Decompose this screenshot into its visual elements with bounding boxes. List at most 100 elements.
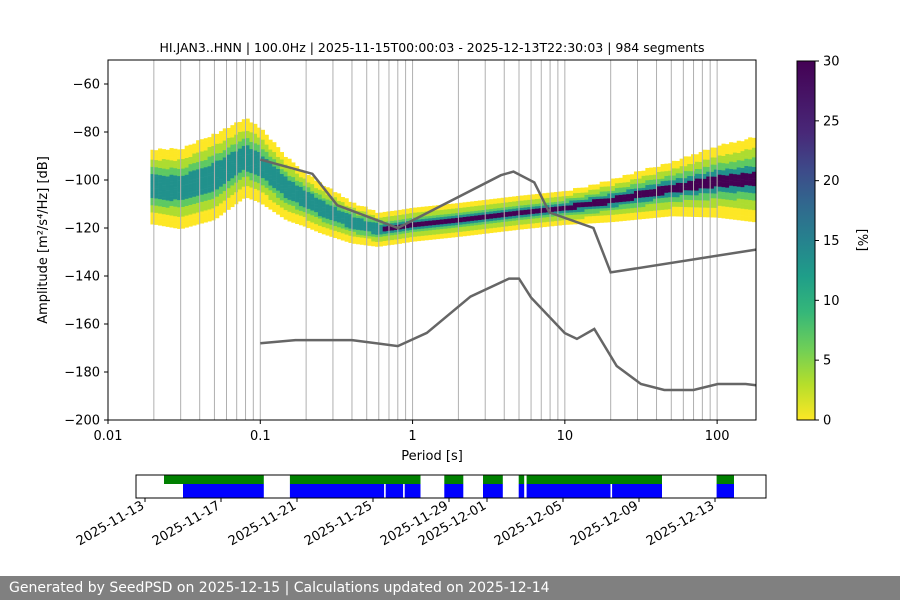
- heatmap-cell: [713, 214, 718, 218]
- heatmap-cell: [253, 133, 258, 137]
- heatmap-cell: [154, 176, 159, 180]
- heatmap-cell: [721, 174, 726, 178]
- heatmap-cell: [687, 158, 692, 162]
- heatmap-cell: [432, 219, 437, 223]
- heatmap-cell: [645, 191, 650, 195]
- heatmap-cell: [740, 162, 745, 166]
- heatmap-cell: [523, 202, 528, 206]
- heatmap-cell: [717, 212, 722, 216]
- heatmap-cell: [238, 198, 243, 202]
- heatmap-cell: [241, 126, 246, 130]
- heatmap-cell: [748, 154, 753, 157]
- heatmap-cell: [169, 167, 174, 170]
- heatmap-cell: [736, 155, 741, 158]
- heatmap-cell: [238, 193, 243, 197]
- heatmap-cell: [367, 228, 372, 232]
- heatmap-cell: [333, 220, 338, 224]
- used-segment: [444, 484, 464, 498]
- heatmap-cell: [576, 204, 581, 208]
- heatmap-cell: [656, 186, 661, 189]
- heatmap-cell: [455, 210, 460, 214]
- heatmap-cell: [580, 190, 585, 193]
- heatmap-cell: [249, 172, 254, 176]
- heatmap-cell: [630, 179, 635, 182]
- heatmap-cell: [378, 241, 383, 245]
- heatmap-cell: [199, 177, 205, 181]
- heatmap-cell: [184, 150, 189, 154]
- heatmap-cell: [618, 213, 623, 217]
- heatmap-cell: [230, 137, 235, 140]
- heatmap-cell: [622, 191, 627, 195]
- heatmap-cell: [356, 222, 361, 226]
- heatmap-cell: [314, 199, 319, 203]
- heatmap-cell: [748, 216, 753, 220]
- heatmap-cell: [397, 236, 403, 240]
- heatmap-cell: [390, 227, 395, 231]
- heatmap-cell: [211, 217, 216, 221]
- heatmap-cell: [748, 144, 753, 148]
- heatmap-cell: [531, 218, 536, 222]
- heatmap-cell: [565, 222, 570, 225]
- heatmap-cell: [272, 178, 277, 181]
- heatmap-cell: [188, 214, 193, 217]
- heatmap-cell: [649, 184, 654, 188]
- heatmap-cell: [710, 164, 715, 168]
- heatmap-cell: [698, 197, 703, 201]
- heatmap-cell: [740, 210, 745, 214]
- heatmap-cell: [477, 214, 482, 218]
- heatmap-cell: [177, 171, 182, 174]
- heatmap-cell: [675, 175, 680, 179]
- heatmap-cell: [298, 181, 304, 185]
- heatmap-cell: [184, 145, 189, 149]
- heatmap-cell: [230, 156, 235, 160]
- heatmap-cell: [287, 185, 292, 188]
- heatmap-cell: [607, 195, 612, 199]
- heatmap-cell: [215, 181, 220, 185]
- heatmap-cell: [664, 170, 669, 174]
- heatmap-cell: [196, 185, 201, 189]
- heatmap-cell: [554, 208, 559, 212]
- heatmap-cell: [611, 200, 616, 203]
- heatmap-cell: [515, 198, 521, 202]
- heatmap-cell: [565, 195, 570, 199]
- heatmap-cell: [504, 228, 509, 232]
- heatmap-cell: [637, 183, 642, 186]
- heatmap-cell: [748, 192, 753, 196]
- heatmap-cell: [222, 183, 227, 187]
- heatmap-cell: [199, 204, 205, 207]
- heatmap-cell: [515, 215, 521, 218]
- heatmap-cell: [702, 164, 707, 167]
- heatmap-cell: [557, 210, 562, 214]
- heatmap-cell: [238, 133, 243, 137]
- heatmap-cell: [713, 176, 718, 180]
- heatmap-cell: [196, 209, 201, 213]
- heatmap-cell: [694, 211, 699, 215]
- heatmap-cell: [188, 199, 193, 203]
- heatmap-cell: [413, 212, 418, 216]
- heatmap-cell: [748, 146, 753, 150]
- heatmap-cell: [226, 154, 231, 158]
- heatmap-cell: [394, 215, 399, 218]
- heatmap-cell: [310, 215, 315, 218]
- heatmap-cell: [439, 221, 444, 225]
- heatmap-cell: [333, 223, 338, 227]
- heatmap-cell: [641, 182, 646, 186]
- heatmap-cell: [576, 209, 581, 213]
- heatmap-cell: [523, 195, 528, 198]
- colorbar-tick-label: 25: [823, 114, 840, 129]
- heatmap-cell: [725, 213, 730, 217]
- heatmap-cell: [439, 228, 444, 232]
- heatmap-cell: [177, 207, 182, 210]
- heatmap-cell: [359, 232, 364, 236]
- heatmap-cell: [588, 189, 593, 193]
- heatmap-cell: [439, 211, 444, 215]
- heatmap-cell: [637, 211, 642, 215]
- heatmap-cell: [656, 178, 661, 182]
- heatmap-cell: [451, 205, 456, 209]
- heatmap-cell: [652, 196, 658, 199]
- heatmap-cell: [218, 147, 224, 151]
- heatmap-cell: [264, 165, 269, 169]
- heatmap-cell: [451, 213, 456, 216]
- heatmap-cell: [523, 226, 528, 230]
- heatmap-cell: [633, 195, 639, 199]
